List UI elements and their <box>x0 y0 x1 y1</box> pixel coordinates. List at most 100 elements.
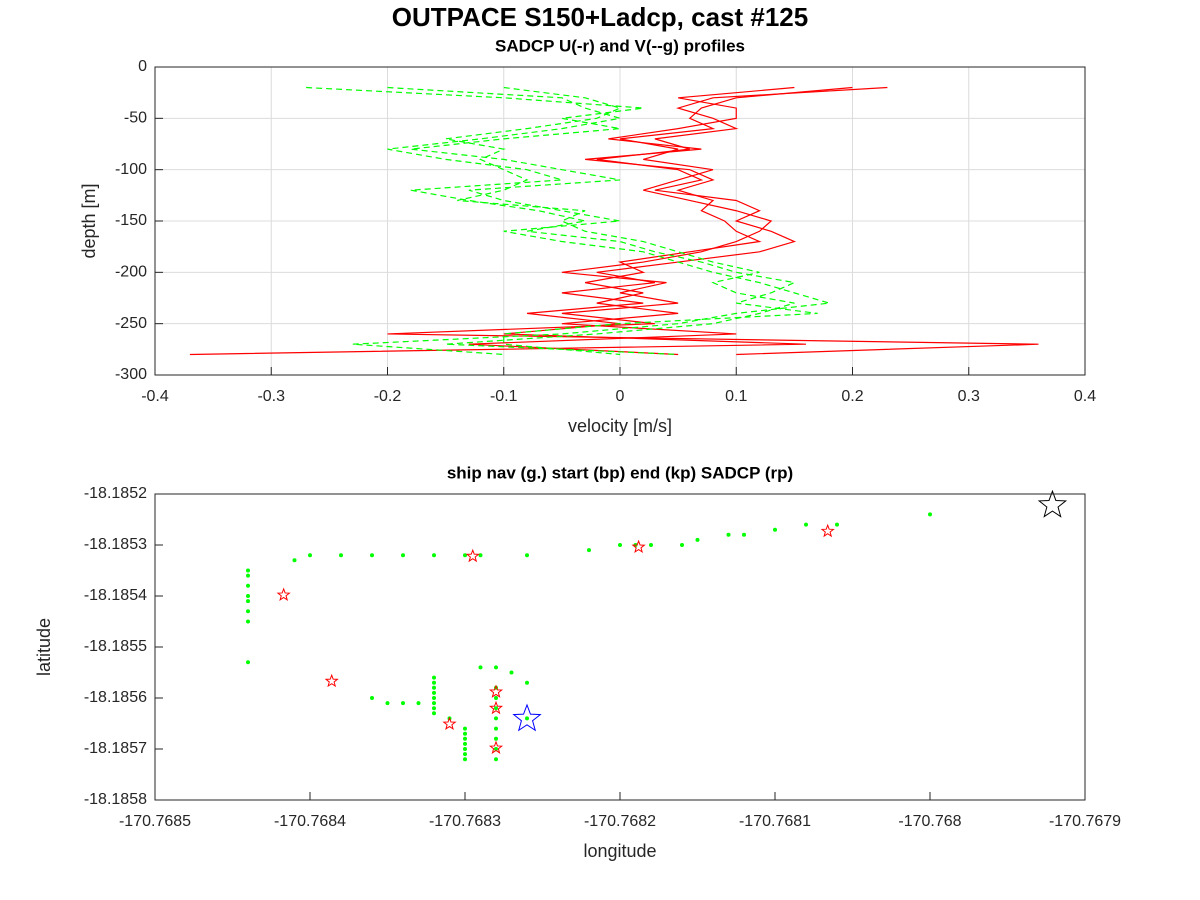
x-axis-label: velocity [m/s] <box>568 416 672 436</box>
nav-point <box>618 543 622 547</box>
x-tick-label: -0.2 <box>374 388 402 405</box>
x-tick-label: -170.7682 <box>584 813 656 830</box>
nav-point <box>463 553 467 558</box>
profile-line <box>387 86 818 356</box>
star-marker <box>488 700 504 715</box>
nav-point <box>773 527 777 532</box>
star-marker <box>488 684 504 698</box>
nav-point <box>370 696 374 700</box>
nav-point <box>463 752 467 757</box>
nav-point <box>804 522 808 527</box>
nav-point <box>463 731 467 736</box>
x-tick-label: 0 <box>616 388 625 405</box>
nav-point <box>494 716 498 721</box>
x-tick-label: 0.3 <box>958 388 980 405</box>
nav-point <box>432 685 436 690</box>
x-tick-label: 0.4 <box>1074 388 1096 405</box>
x-tick-label: -0.3 <box>257 388 285 405</box>
nav-point <box>695 537 700 542</box>
nav-point <box>432 680 436 685</box>
nav-point <box>726 532 731 537</box>
nav-point <box>432 706 436 711</box>
x-tick-label: -0.1 <box>490 388 518 405</box>
star-marker <box>820 523 835 538</box>
star-marker <box>324 673 339 688</box>
x-tick-label: -170.7681 <box>739 813 811 830</box>
star-marker <box>1037 489 1068 518</box>
figure-title: OUTPACE S150+Ladcp, cast #125 <box>392 2 808 32</box>
nav-point <box>432 701 436 706</box>
nav-point <box>494 747 498 751</box>
y-tick-label: -18.1855 <box>84 638 147 655</box>
y-tick-label: -18.1857 <box>84 740 147 757</box>
x-tick-label: -170.768 <box>898 813 961 830</box>
nav-point <box>401 701 405 706</box>
y-tick-label: -200 <box>115 264 147 281</box>
nav-point <box>463 757 467 762</box>
nav-point <box>494 706 498 711</box>
y-tick-label: -18.1852 <box>84 485 147 502</box>
nav-point <box>525 553 529 558</box>
nav-point <box>432 690 436 695</box>
nav-point <box>494 736 498 741</box>
nav-point <box>246 594 250 598</box>
nav-point <box>494 696 498 700</box>
x-tick-label: -170.7679 <box>1049 813 1121 830</box>
nav-point <box>742 532 746 537</box>
chart-title: ship nav (g.) start (bp) end (kp) SADCP … <box>447 463 793 482</box>
y-tick-label: -18.1858 <box>84 791 147 808</box>
plot-area <box>155 494 1085 800</box>
nav-point <box>246 599 250 604</box>
axes-box <box>154 66 1086 376</box>
nav-point <box>308 553 312 558</box>
nav-point <box>385 701 390 706</box>
nav-point <box>463 736 467 741</box>
y-tick-label: 0 <box>138 58 147 75</box>
nav-point <box>494 665 498 670</box>
profile-line <box>445 86 795 356</box>
nav-point <box>432 553 436 558</box>
nav-point <box>246 583 250 588</box>
nav-point <box>680 543 684 547</box>
x-tick-label: -170.7683 <box>429 813 501 830</box>
x-tick-label: -170.7685 <box>119 813 191 830</box>
y-tick-label: -150 <box>115 212 147 229</box>
nav-point <box>432 675 436 680</box>
nav-point <box>246 619 250 624</box>
nav-point <box>339 553 343 558</box>
y-axis-label: latitude <box>34 618 54 676</box>
nav-point <box>478 665 483 670</box>
nav-point <box>246 609 250 614</box>
y-tick-label: -250 <box>115 315 147 332</box>
y-tick-label: -18.1854 <box>84 587 147 604</box>
y-tick-label: -50 <box>124 110 147 127</box>
x-tick-label: 0.2 <box>841 388 863 405</box>
nav-point <box>432 696 436 700</box>
nav-point <box>432 711 436 716</box>
star-marker <box>488 740 504 754</box>
chart-title: SADCP U(-r) and V(--g) profiles <box>495 36 745 55</box>
nav-point <box>494 757 498 762</box>
nav-point <box>463 747 467 751</box>
nav-point <box>246 573 250 578</box>
nav-point <box>509 670 514 675</box>
nav-point <box>494 726 498 731</box>
y-tick-label: -300 <box>115 366 147 383</box>
profile-line <box>468 86 795 356</box>
nav-point <box>478 553 483 558</box>
profile-line <box>387 86 1039 356</box>
y-tick-label: -18.1853 <box>84 536 147 553</box>
nav-point <box>401 553 405 558</box>
axes-box <box>154 493 1086 801</box>
nav-point <box>835 522 839 527</box>
nav-point <box>416 701 421 706</box>
nav-point <box>463 726 467 731</box>
nav-point <box>928 512 932 517</box>
star-marker <box>631 539 646 554</box>
y-tick-label: -100 <box>115 161 147 178</box>
nav-point <box>246 568 250 573</box>
x-axis-label: longitude <box>583 841 656 861</box>
y-axis-label: depth [m] <box>79 183 99 258</box>
x-tick-label: 0.1 <box>725 388 747 405</box>
